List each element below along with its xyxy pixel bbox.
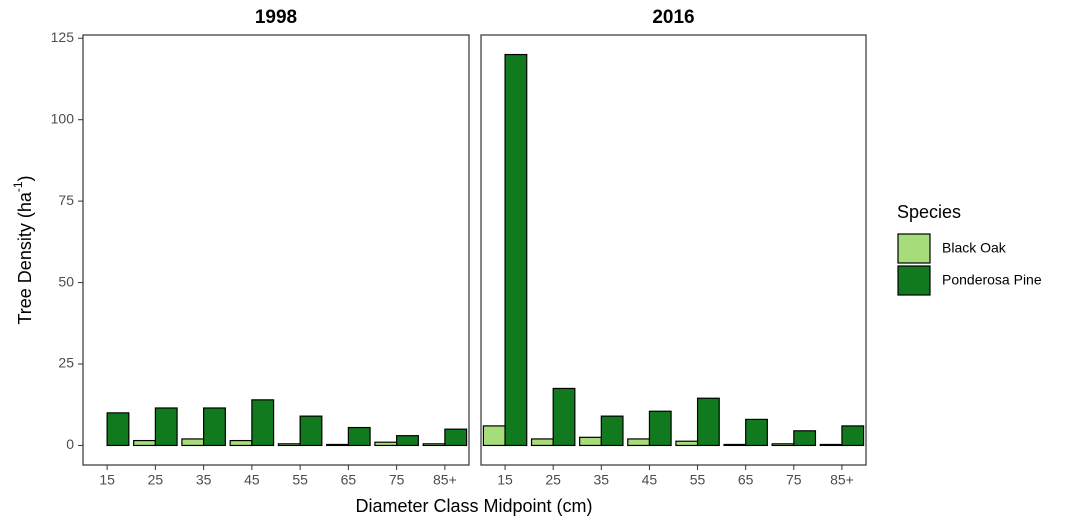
y-axis-title-sup: -1 [11, 181, 25, 192]
x-axis-title: Diameter Class Midpoint (cm) [355, 496, 592, 516]
legend-label: Black Oak [942, 240, 1007, 256]
x-tick-label: 45 [642, 472, 658, 488]
series [504, 53, 865, 447]
bar [648, 410, 672, 447]
bar [299, 415, 323, 447]
y-tick-label: 125 [51, 29, 75, 45]
legend-label: Ponderosa Pine [942, 272, 1042, 288]
bar [396, 435, 419, 447]
x-tick-label: 35 [594, 472, 610, 488]
x-tick-label: 15 [497, 472, 513, 488]
panel-title: 2016 [652, 7, 694, 28]
bar [627, 438, 651, 447]
x-tick-label: 65 [341, 472, 357, 488]
x-tick-label: 75 [786, 472, 802, 488]
bar [579, 436, 602, 447]
bar [696, 397, 720, 447]
y-tick-label: 25 [58, 355, 74, 371]
bar [106, 412, 130, 447]
bar [251, 399, 275, 447]
bar [771, 443, 795, 447]
x-tick-label: 25 [148, 472, 164, 488]
x-tick-label: 55 [690, 472, 706, 488]
x-tick-label: 65 [738, 472, 754, 488]
x-tick-label: 25 [545, 472, 561, 488]
panel-border [82, 34, 470, 466]
panel-border [480, 34, 867, 466]
panel-title: 1998 [255, 7, 297, 28]
bar [552, 387, 576, 447]
bar [793, 430, 817, 447]
y-axis-title: Tree Density (ha-1) [11, 175, 35, 324]
bar [444, 428, 468, 447]
x-tick-label: 15 [99, 472, 115, 488]
bar [229, 439, 253, 447]
bar [277, 443, 301, 447]
bar [326, 443, 349, 447]
y-axis-title-end: ) [15, 175, 35, 181]
x-tick-label: 45 [244, 472, 260, 488]
bar [181, 438, 205, 447]
bar [841, 425, 865, 447]
bar [504, 53, 528, 447]
y-tick-label: 0 [66, 436, 74, 452]
legend-swatch [897, 233, 931, 264]
y-tick-label: 100 [51, 110, 75, 126]
x-tick-label: 55 [292, 472, 308, 488]
bar [530, 438, 554, 447]
bar [347, 426, 371, 447]
x-tick-label: 85+ [830, 472, 854, 488]
series [106, 399, 468, 447]
bar [745, 418, 768, 447]
bar [819, 443, 843, 447]
bar [675, 440, 699, 447]
bar [374, 441, 398, 447]
bar [154, 407, 178, 447]
bar [422, 443, 446, 447]
bar [133, 439, 156, 447]
y-tick-label: 75 [58, 192, 74, 208]
legend-title: Species [897, 202, 961, 222]
y-tick-label: 50 [58, 273, 74, 289]
bar [723, 443, 747, 447]
y-axis-title-text: Tree Density (ha [15, 191, 35, 324]
x-tick-label: 35 [196, 472, 212, 488]
bar [600, 415, 624, 447]
x-tick-label: 85+ [433, 472, 457, 488]
legend-swatch [897, 265, 931, 296]
bar [482, 425, 506, 447]
x-tick-label: 75 [389, 472, 405, 488]
bar [203, 407, 226, 447]
